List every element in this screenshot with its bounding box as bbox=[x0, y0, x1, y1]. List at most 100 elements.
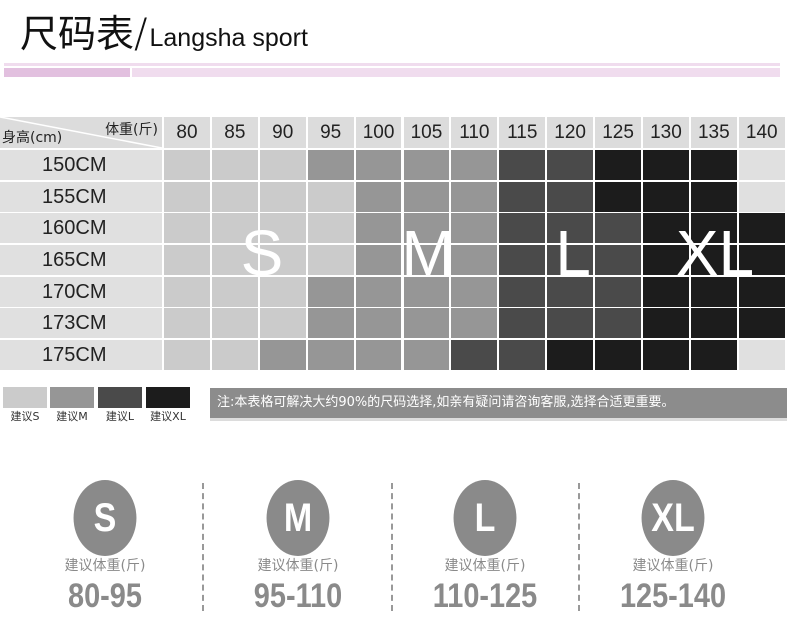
size-cell-m bbox=[451, 245, 498, 275]
height-label: 150CM bbox=[0, 150, 162, 180]
size-cell-m bbox=[451, 308, 498, 338]
size-cell-l bbox=[547, 213, 594, 243]
legend-swatch-xl bbox=[146, 387, 190, 408]
size-cell-s bbox=[164, 182, 210, 212]
size-cell-xl bbox=[643, 245, 689, 275]
size-cell-m bbox=[451, 213, 498, 243]
weight-axis-label: 体重(斤) bbox=[105, 122, 158, 138]
size-cell-empty bbox=[738, 182, 785, 212]
dashed-divider bbox=[202, 483, 204, 611]
size-cell-xl bbox=[643, 308, 689, 338]
weight-header: 80 bbox=[164, 117, 210, 148]
height-label: 173CM bbox=[0, 308, 162, 338]
size-cell-s bbox=[211, 182, 258, 212]
size-cell-xl bbox=[738, 245, 785, 275]
size-cell-empty bbox=[738, 150, 785, 180]
size-cell-m bbox=[355, 182, 402, 212]
size-cell-s bbox=[307, 182, 354, 212]
weight-header: 130 bbox=[643, 117, 689, 148]
recommend-label-m: 建议体重(斤) bbox=[257, 558, 339, 574]
size-cell-m bbox=[307, 150, 354, 180]
size-cell-l bbox=[499, 213, 546, 243]
title-slash: / bbox=[134, 11, 148, 57]
weight-header: 120 bbox=[547, 117, 594, 148]
size-cell-xl bbox=[595, 340, 641, 370]
size-cell-m bbox=[403, 150, 450, 180]
accent-bar bbox=[4, 68, 130, 77]
height-label: 155CM bbox=[0, 182, 162, 212]
size-cell-xl bbox=[690, 213, 737, 243]
legend-label-l: 建议L bbox=[105, 410, 135, 423]
accent-bar-light bbox=[132, 68, 780, 77]
size-cell-s bbox=[259, 277, 306, 307]
size-cell-empty bbox=[738, 340, 785, 370]
size-cell-l bbox=[499, 308, 546, 338]
size-cell-xl bbox=[738, 308, 785, 338]
size-cell-xl bbox=[690, 245, 737, 275]
legend-swatch-s bbox=[3, 387, 47, 408]
size-cell-m bbox=[403, 308, 450, 338]
weight-header: 110 bbox=[451, 117, 498, 148]
size-cell-xl bbox=[690, 308, 737, 338]
size-cell-xl bbox=[595, 182, 641, 212]
dashed-divider bbox=[391, 483, 393, 611]
size-cell-s bbox=[259, 213, 306, 243]
size-cell-s bbox=[259, 182, 306, 212]
size-cell-m bbox=[355, 308, 402, 338]
weight-header: 135 bbox=[690, 117, 737, 148]
size-cell-m bbox=[355, 213, 402, 243]
height-label: 170CM bbox=[0, 277, 162, 307]
diagonal-line bbox=[0, 117, 162, 148]
size-cell-m bbox=[403, 182, 450, 212]
legend-label-m: 建议M bbox=[56, 410, 88, 423]
weight-range-xl: 125-140 bbox=[619, 577, 727, 615]
size-circle-s: S bbox=[73, 480, 137, 556]
size-cell-xl bbox=[643, 277, 689, 307]
size-cell-m bbox=[355, 277, 402, 307]
size-cell-m bbox=[259, 340, 306, 370]
size-cell-s bbox=[259, 308, 306, 338]
height-label: 165CM bbox=[0, 245, 162, 275]
page-title: 尺码表 / Langsha sport bbox=[20, 12, 308, 56]
size-cell-s bbox=[307, 245, 354, 275]
size-cell-xl bbox=[738, 277, 785, 307]
size-cell-s bbox=[211, 150, 258, 180]
size-cell-l bbox=[595, 277, 641, 307]
size-cell-l bbox=[547, 245, 594, 275]
weight-range-l: 110-125 bbox=[432, 577, 538, 615]
weight-header: 100 bbox=[355, 117, 402, 148]
weight-header: 95 bbox=[307, 117, 354, 148]
size-cell-m bbox=[403, 245, 450, 275]
size-cell-m bbox=[355, 340, 402, 370]
height-axis-label: 身高(cm) bbox=[2, 130, 63, 146]
size-cell-s bbox=[259, 245, 306, 275]
weight-header: 105 bbox=[403, 117, 450, 148]
title-en: Langsha sport bbox=[149, 24, 308, 52]
size-cell-l bbox=[547, 277, 594, 307]
size-cell-l bbox=[595, 245, 641, 275]
size-cell-s bbox=[164, 340, 210, 370]
size-cell-l bbox=[499, 277, 546, 307]
size-cell-s bbox=[164, 213, 210, 243]
overlay-label-xl: XL bbox=[675, 217, 755, 289]
size-cell-xl bbox=[643, 340, 689, 370]
size-circle-m: M bbox=[266, 480, 330, 556]
size-cell-xl bbox=[547, 340, 594, 370]
weight-header: 85 bbox=[211, 117, 258, 148]
size-cell-xl bbox=[643, 182, 689, 212]
size-cell-m bbox=[451, 150, 498, 180]
weight-header: 140 bbox=[738, 117, 785, 148]
size-cell-m bbox=[307, 308, 354, 338]
size-cell-xl bbox=[690, 277, 737, 307]
size-cell-s bbox=[164, 150, 210, 180]
size-cell-l bbox=[547, 182, 594, 212]
overlay-label-s: S bbox=[240, 217, 284, 289]
legend-label-xl: 建议XL bbox=[150, 410, 186, 423]
size-note: 注:本表格可解决大约90%的尺码选择,如亲有疑问请咨询客服,选择合适更重要。 bbox=[210, 388, 787, 418]
size-cell-s bbox=[211, 277, 258, 307]
size-cell-l bbox=[547, 308, 594, 338]
recommend-label-s: 建议体重(斤) bbox=[64, 558, 146, 574]
size-cell-xl bbox=[738, 213, 785, 243]
legend-label-s: 建议S bbox=[10, 410, 40, 423]
size-cell-l bbox=[595, 213, 641, 243]
